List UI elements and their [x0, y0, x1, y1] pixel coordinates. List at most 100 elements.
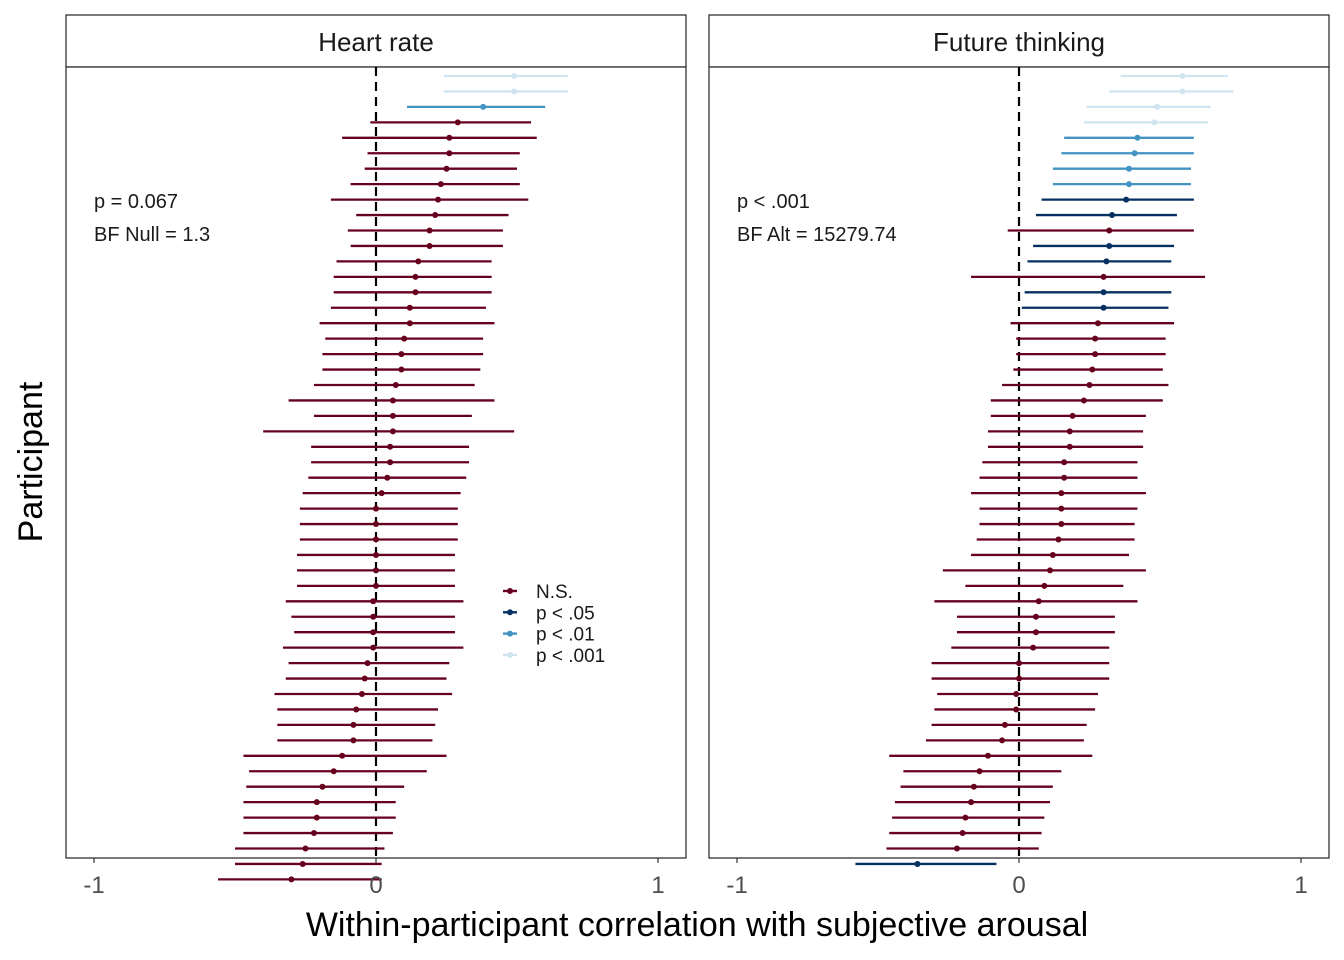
point-estimate — [1125, 165, 1132, 172]
point-estimate — [970, 783, 977, 790]
point-estimate — [1103, 258, 1110, 265]
point-estimate — [389, 397, 396, 404]
point-estimate — [1125, 181, 1132, 188]
legend-label: p < .01 — [536, 625, 595, 646]
point-estimate — [1055, 536, 1062, 543]
point-estimate — [387, 443, 394, 450]
point-estimate — [313, 799, 320, 806]
point-estimate — [353, 706, 360, 713]
point-estimate — [446, 134, 453, 141]
point-estimate — [1001, 721, 1008, 728]
point-estimate — [1035, 598, 1042, 605]
point-estimate — [962, 814, 969, 821]
x-axis-label: Within-participant correlation with subj… — [306, 906, 1088, 944]
point-estimate — [1154, 103, 1161, 110]
stat-annotation: BF Alt = 15279.74 — [737, 224, 897, 246]
point-estimate — [454, 119, 461, 126]
point-estimate — [370, 644, 377, 651]
point-estimate — [406, 320, 413, 327]
point-estimate — [953, 845, 960, 852]
point-estimate — [1058, 521, 1065, 528]
legend-label: p < .001 — [536, 646, 605, 667]
point-estimate — [412, 273, 419, 280]
legend-key-point — [507, 588, 513, 594]
stat-annotation: BF Null = 1.3 — [94, 224, 210, 246]
point-estimate — [1086, 382, 1093, 388]
legend-key-point — [507, 651, 513, 658]
point-estimate — [1109, 212, 1116, 219]
legend-key-point — [507, 630, 513, 637]
point-estimate — [1016, 660, 1022, 667]
point-estimate — [446, 150, 453, 157]
point-estimate — [384, 474, 391, 481]
point-estimate — [1094, 320, 1101, 327]
point-estimate — [1069, 412, 1076, 419]
point-estimate — [398, 351, 405, 358]
point-estimate — [1041, 582, 1048, 589]
point-estimate — [358, 691, 365, 697]
point-estimate — [968, 799, 975, 806]
point-estimate — [387, 459, 394, 466]
point-estimate — [1100, 304, 1107, 311]
point-estimate — [370, 629, 377, 636]
point-estimate — [426, 227, 433, 234]
point-estimate — [511, 73, 518, 79]
point-estimate — [511, 88, 518, 95]
point-estimate — [1066, 428, 1073, 435]
point-estimate — [389, 428, 396, 435]
point-estimate — [1013, 706, 1020, 713]
legend: N.S.p < .05p < .01p < .001 — [503, 582, 605, 667]
x-tick-label: -1 — [726, 872, 747, 899]
point-estimate — [330, 768, 337, 775]
point-estimate — [435, 196, 442, 203]
point-estimate — [1092, 335, 1099, 342]
legend-key-point — [507, 609, 513, 616]
point-estimate — [1013, 691, 1020, 697]
x-tick-label: 1 — [651, 872, 664, 899]
point-estimate — [373, 536, 379, 543]
point-estimate — [361, 675, 368, 682]
point-estimate — [373, 521, 379, 528]
point-estimate — [373, 505, 379, 512]
point-estimate — [319, 783, 326, 790]
point-estimate — [443, 165, 450, 172]
point-estimate — [1092, 351, 1099, 358]
point-estimate — [1100, 273, 1107, 280]
point-estimate — [1100, 289, 1107, 296]
point-estimate — [480, 103, 487, 110]
point-estimate — [299, 860, 306, 867]
point-estimate — [1032, 629, 1039, 636]
stat-annotation: p = 0.067 — [94, 191, 178, 213]
stat-annotation: p < .001 — [737, 191, 810, 213]
point-estimate — [364, 660, 371, 667]
point-estimate — [1049, 551, 1056, 558]
point-estimate — [370, 613, 377, 620]
panel-future-thinking: Future thinking p < .001 BF Alt = 15279.74… — [708, 14, 1330, 899]
point-estimate — [373, 567, 379, 574]
point-estimate — [373, 551, 379, 558]
facet-strip — [65, 14, 687, 68]
point-estimate — [976, 768, 983, 775]
point-estimate — [999, 737, 1006, 744]
point-estimate — [1179, 88, 1186, 95]
legend-label: N.S. — [536, 582, 573, 603]
point-estimate — [1066, 443, 1073, 450]
point-estimate — [1131, 150, 1138, 157]
point-estimate — [1106, 242, 1113, 249]
point-estimate — [1061, 474, 1068, 481]
point-estimate — [1089, 366, 1096, 373]
point-estimate — [313, 814, 320, 821]
facet-title: Heart rate — [318, 27, 434, 57]
x-tick-label: 0 — [1012, 872, 1025, 899]
point-estimate — [1047, 567, 1054, 574]
facet-title: Future thinking — [933, 27, 1105, 57]
point-estimate — [959, 830, 966, 837]
point-estimate — [1123, 196, 1130, 203]
point-estimate — [392, 382, 399, 388]
point-estimate — [398, 366, 405, 373]
point-estimate — [1058, 505, 1065, 512]
point-estimate — [406, 304, 413, 311]
point-estimate — [288, 876, 295, 883]
point-estimate — [1030, 644, 1037, 651]
